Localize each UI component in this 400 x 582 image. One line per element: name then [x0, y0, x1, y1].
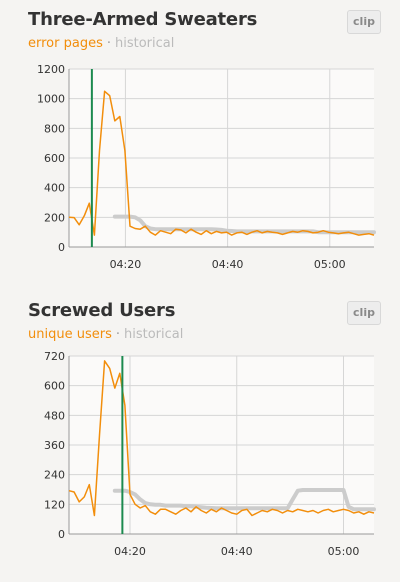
subtitle-historical-series: historical — [115, 36, 175, 51]
y-tick-label: 600 — [44, 380, 65, 393]
y-tick-label: 1000 — [37, 93, 65, 106]
x-tick-label: 05:00 — [314, 258, 346, 271]
x-tick-label: 04:20 — [114, 545, 146, 558]
series-primary-line — [68, 90, 375, 236]
subtitle-historical-series: historical — [123, 327, 184, 342]
y-tick-label: 0 — [58, 241, 65, 254]
subtitle-separator: · — [106, 36, 111, 51]
y-tick-label: 120 — [44, 498, 65, 511]
line-chart: 0 120 240 360 480 600 720 04:20 04:40 05:00 — [44, 350, 376, 558]
chart-subtitle: unique users · historical — [28, 327, 183, 342]
x-tick-label: 04:40 — [212, 258, 244, 271]
y-tick-label: 400 — [44, 182, 65, 195]
series-primary-line — [68, 360, 375, 517]
y-tick-label: 240 — [44, 469, 65, 482]
y-tick-label: 1200 — [37, 63, 65, 76]
y-tick-label: 480 — [44, 409, 65, 422]
y-tick-label: 360 — [44, 439, 65, 452]
line-chart: 0 200 400 600 800 1000 1200 04:20 04:40 05:00 — [37, 63, 376, 271]
x-tick-label: 04:40 — [221, 545, 253, 558]
y-tick-label: 200 — [44, 211, 65, 224]
y-tick-label: 0 — [58, 528, 65, 541]
chart-title: Three-Armed Sweaters — [28, 9, 258, 30]
clip-button[interactable]: clip — [347, 10, 381, 34]
series-historical-line — [112, 488, 376, 512]
y-tick-label: 720 — [44, 350, 65, 363]
subtitle-primary-series: unique users — [28, 327, 112, 342]
y-tick-label: 800 — [44, 122, 65, 135]
subtitle-primary-series: error pages — [28, 36, 103, 51]
subtitle-separator: · — [115, 327, 120, 342]
chart-title: Screwed Users — [28, 300, 176, 321]
x-tick-label: 04:20 — [110, 258, 142, 271]
panel-three-armed-sweaters: Three-Armed Sweaters error pages · histori… — [28, 9, 381, 271]
y-tick-label: 600 — [44, 152, 65, 165]
panel-screwed-users: Screwed Users unique users · historical cl… — [0, 291, 400, 582]
clip-button[interactable]: clip — [347, 301, 381, 325]
chart-subtitle: error pages · historical — [28, 36, 174, 51]
x-tick-label: 05:00 — [328, 545, 360, 558]
